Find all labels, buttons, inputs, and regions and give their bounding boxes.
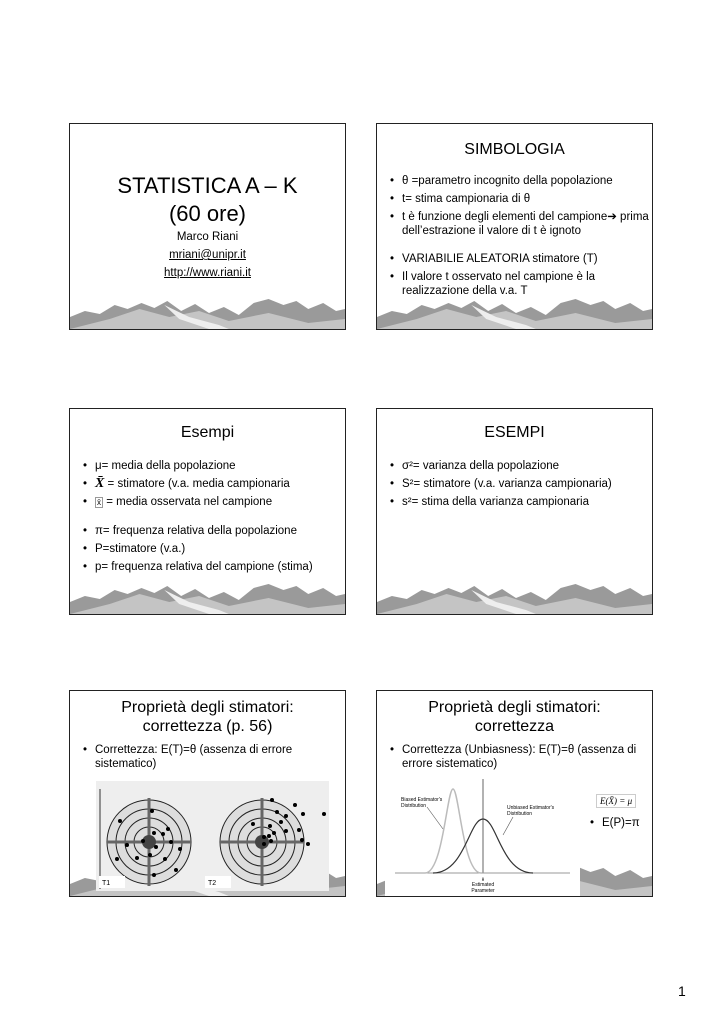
slide-title-line2: correttezza (p. 56) (142, 718, 273, 735)
distribution-figure: Biased Estimator's Distribution Unbiased… (385, 777, 580, 896)
bullet-list: θ =parametro incognito della popolazione… (389, 174, 649, 302)
bullet: Correttezza: E(T)=θ (assenza di errore s… (82, 743, 337, 771)
bullet: S²= stimatore (v.a. varianza campionaria… (389, 477, 649, 491)
biased-label: Biased Estimator's Distribution (401, 797, 443, 809)
slide-correttezza-distributions: Proprietà degli stimatori: correttezza C… (376, 690, 653, 897)
bullet-list: σ²= varianza della popolazione S²= stima… (389, 459, 649, 513)
mountain-backdrop (70, 289, 345, 329)
bullet: x̄ = media osservata nel campione (82, 495, 342, 510)
target-t1 (106, 798, 192, 886)
bullet: p= frequenza relativa del campione (stim… (82, 560, 342, 574)
slide-title: STATISTICA A – K (60 ore) Marco Riani mr… (69, 123, 346, 330)
bullet: Il valore t osservato nel campione è la … (389, 270, 649, 298)
biased-curve (424, 788, 482, 874)
theta-symbol: θ (482, 878, 485, 883)
slide-esempi: Esempi μ= media della popolazione X̄ = s… (69, 408, 346, 615)
xbar-small-icon: x̄ (95, 497, 103, 508)
bullet: P=stimatore (v.a.) (82, 542, 342, 556)
bullet: s²= stima della varianza campionaria (389, 495, 649, 509)
slide-correttezza-targets: Proprietà degli stimatori: correttezza (… (69, 690, 346, 897)
formula-expected-xbar: E(X̄) = μ (596, 794, 637, 808)
slide-simbologia: SIMBOLOGIA θ =parametro incognito della … (376, 123, 653, 330)
page-number: 1 (678, 983, 686, 999)
target-figure: T1 T2 (96, 781, 329, 891)
slide-title-line1: STATISTICA A – K (117, 173, 298, 198)
mountain-backdrop (377, 574, 652, 614)
bullet: t è funzione degli elementi del campione… (389, 210, 649, 238)
slide-title: SIMBOLOGIA (464, 141, 565, 158)
bullet: X̄ = stimatore (v.a. media campionaria (82, 476, 342, 492)
slide-title-line1: Proprietà degli stimatori: (428, 699, 601, 716)
bullet: t= stima campionaria di θ (389, 192, 649, 206)
shot-dots (115, 798, 326, 877)
slide-title-line2: correttezza (474, 718, 555, 735)
bullet: VARIABILIE ALEATORIA stimatore (T) (389, 252, 649, 266)
mountain-backdrop (70, 574, 345, 614)
bullet: Correttezza (Unbiasness): E(T)=θ (assenz… (389, 743, 644, 771)
unbiased-curve (432, 818, 534, 874)
bullet-list-2: E(P)=π (589, 816, 652, 834)
bullet: θ =parametro incognito della popolazione (389, 174, 649, 188)
slide-title-line2: (60 ore) (168, 201, 247, 226)
bullet-list: μ= media della popolazione X̄ = stimator… (82, 459, 342, 578)
xbar-symbol: X̄ (95, 476, 105, 491)
slide-title: ESEMPI (484, 424, 545, 441)
bullet-list: Correttezza (Unbiasness): E(T)=θ (assenz… (389, 743, 644, 775)
website-link[interactable]: http://www.riani.it (164, 267, 251, 279)
bullet: μ= media della popolazione (82, 459, 342, 473)
slide-title: Esempi (180, 424, 235, 441)
bullet: E(P)=π (589, 816, 652, 830)
slide-esempi-2: ESEMPI σ²= varianza della popolazione S²… (376, 408, 653, 615)
bullet-list: Correttezza: E(T)=θ (assenza di errore s… (82, 743, 337, 775)
author: Marco Riani (176, 231, 239, 243)
bullet: π= frequenza relativa della popolazione (82, 524, 342, 538)
label-t2: T2 (208, 880, 216, 887)
unbiased-label: Unbiased Estimator's Distribution (507, 805, 555, 817)
email-link[interactable]: mriani@unipr.it (169, 249, 246, 261)
label-t1: T1 (102, 880, 110, 887)
slide-title-line1: Proprietà degli stimatori: (121, 699, 294, 716)
axis-label: Estimated Parameter (471, 882, 495, 894)
target-t2 (219, 798, 305, 886)
bullet: σ²= varianza della popolazione (389, 459, 649, 473)
